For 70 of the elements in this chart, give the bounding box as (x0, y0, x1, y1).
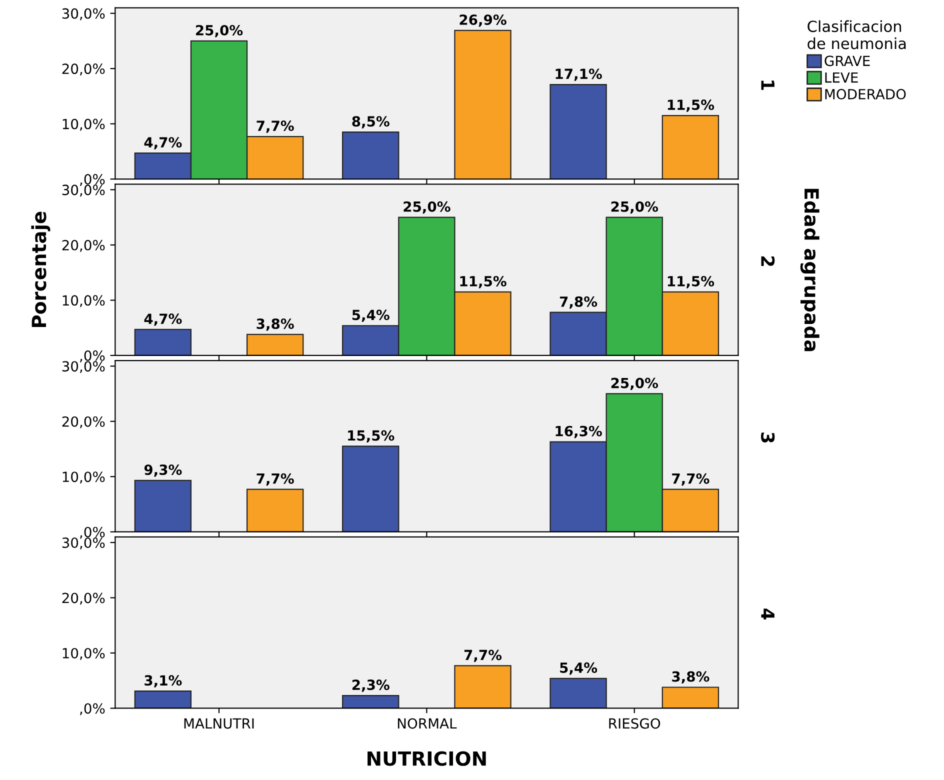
bar (662, 114, 720, 180)
data-label: 7,7% (464, 650, 502, 662)
y-tick-label: 20,0% (62, 240, 105, 252)
data-label: 3,8% (672, 671, 710, 684)
data-label: 25,0% (611, 201, 658, 214)
x-tick-label: RIESGO (609, 718, 660, 729)
y-tick-label: 30,0% (62, 8, 105, 20)
bar (134, 328, 192, 356)
y-tick-label: 30,0% (62, 184, 105, 197)
y-tick-label: 20,0% (62, 592, 105, 605)
data-label: 3,1% (144, 675, 182, 688)
data-label: 2,3% (352, 680, 390, 692)
data-label: 15,5% (348, 430, 394, 443)
data-label: 5,4% (352, 310, 390, 322)
bar (342, 446, 400, 532)
text: Edad agrupada (800, 188, 820, 352)
x-axis-title: NUTRICION (368, 751, 486, 766)
data-label: 25,0% (611, 378, 658, 390)
y-tick-label: 20,0% (62, 416, 105, 428)
data-label: 8,5% (352, 116, 390, 128)
data-label: 9,3% (144, 464, 182, 477)
data-label: 4,7% (144, 137, 182, 150)
data-label: 11,5% (668, 100, 714, 112)
y-tick-label: 20,0% (62, 64, 105, 76)
y-tick-label: ,0% (80, 526, 105, 539)
data-label: 25,0% (196, 24, 243, 38)
legend-label: LEVE (825, 72, 858, 83)
bar (246, 334, 304, 356)
y-tick-label: ,0% (80, 703, 105, 716)
bar (550, 678, 607, 708)
data-label: 25,0% (404, 201, 450, 214)
bar (662, 686, 720, 708)
y-tick-label: 10,0% (62, 472, 105, 484)
y-tick-label: 10,0% (62, 118, 105, 131)
y2-axis-title: 2 (761, 256, 775, 266)
data-label: 11,5% (460, 276, 506, 288)
data-label: 3,8% (256, 318, 294, 331)
data-label: 7,8% (560, 296, 598, 309)
bar (134, 690, 192, 708)
y-tick-label: ,0% (80, 350, 105, 362)
bar (454, 665, 512, 708)
y-axis-title: Porcentaje (31, 212, 50, 328)
data-label: 4,7% (144, 314, 182, 326)
y-tick-label: 10,0% (62, 648, 105, 660)
y-tick-label: ,0% (80, 174, 105, 186)
data-label: 7,7% (256, 473, 294, 486)
bar (246, 488, 304, 532)
y-tick-label: 10,0% (62, 295, 105, 308)
bar (454, 30, 512, 180)
data-label: 17,1% (556, 68, 602, 81)
x-tick-label: NORMAL (398, 718, 457, 729)
bar (134, 480, 192, 532)
y2-axis-title: 3 (761, 432, 775, 442)
data-label: 16,3% (556, 426, 602, 438)
legend-label: MODERADO (825, 88, 906, 100)
data-label: 26,9% (460, 14, 506, 27)
data-label: 11,5% (668, 276, 714, 288)
y2-axis-title: 1 (761, 80, 774, 90)
legend-title: Clasificacion de neumonia (808, 20, 906, 50)
y2-axis-title: 4 (761, 608, 774, 620)
bar (342, 132, 400, 180)
bar (342, 694, 400, 708)
x-tick-label: MALNUTRI (184, 718, 254, 729)
data-label: 7,7% (256, 120, 294, 133)
y-tick-label: 30,0% (62, 537, 105, 550)
legend-label: GRAVE (824, 56, 870, 66)
data-label: 7,7% (672, 473, 710, 486)
y-tick-label: 30,0% (62, 361, 105, 374)
data-label: 5,4% (560, 662, 598, 675)
bar (550, 84, 607, 180)
